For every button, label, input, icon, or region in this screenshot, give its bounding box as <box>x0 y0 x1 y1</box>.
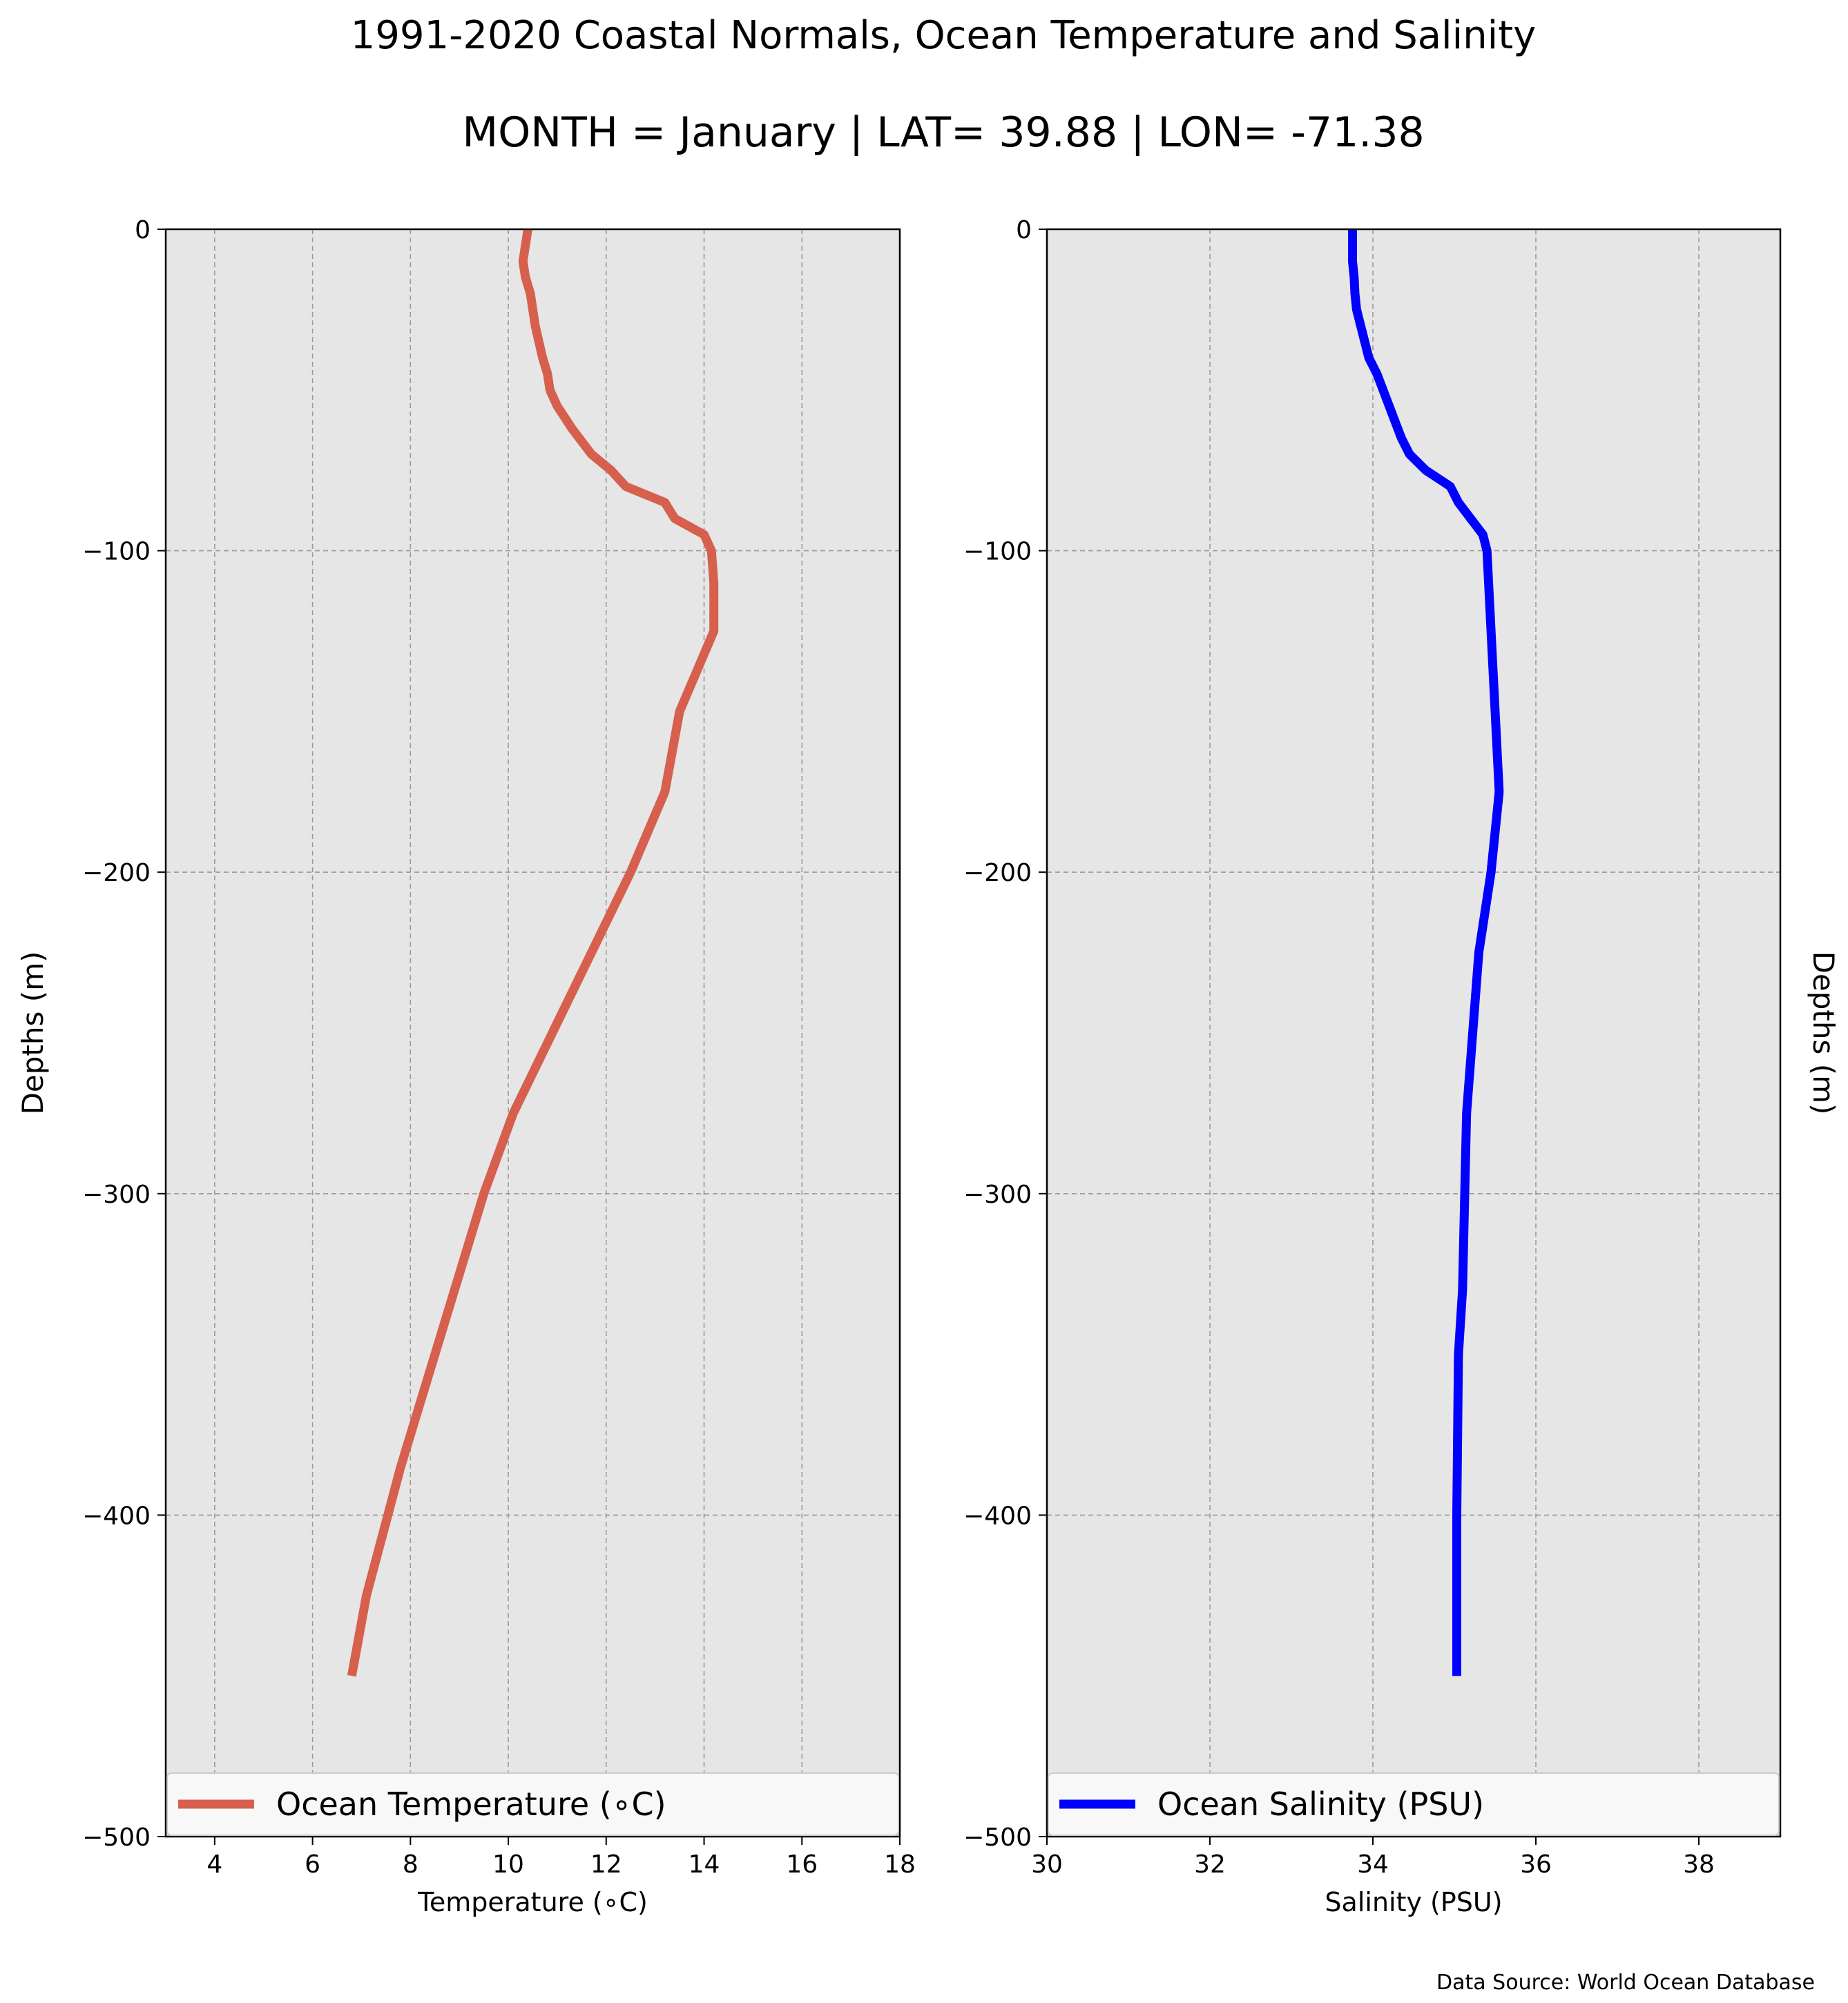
temperature-xtick-label: 18 <box>884 1850 916 1879</box>
temperature-xtick-label: 4 <box>206 1850 222 1879</box>
chart-title: 1991-2020 Coastal Normals, Ocean Tempera… <box>351 13 1537 58</box>
salinity-ytick-label: 0 <box>1016 216 1032 244</box>
temperature-xtick-label: 16 <box>786 1850 818 1879</box>
temperature-ytick-label: −400 <box>82 1502 151 1530</box>
temperature-xlabel: Temperature (∘C) <box>417 1887 648 1917</box>
salinity-xlabel: Salinity (PSU) <box>1325 1887 1502 1917</box>
salinity-panel: 30 32 34 36 38 0 −100 −200 −300 −400 −500 Salinity … <box>963 216 1840 1917</box>
salinity-ytick-label: −300 <box>963 1181 1032 1209</box>
salinity-ytick-label: −500 <box>963 1823 1032 1852</box>
salinity-series-line <box>1348 229 1504 1676</box>
temperature-xtick-label: 6 <box>305 1850 320 1879</box>
temperature-legend-label: Ocean Temperature (∘C) <box>276 1786 666 1823</box>
temperature-panel: 4 6 8 10 12 14 16 18 0 −100 −200 −300 −400 −500 Temper… <box>16 216 916 1917</box>
salinity-plot-area <box>1047 229 1780 1837</box>
temperature-xtick-label: 14 <box>689 1850 720 1879</box>
temperature-ytick-label: −500 <box>82 1823 151 1852</box>
temperature-legend <box>166 1772 899 1836</box>
salinity-legend-label: Ocean Salinity (PSU) <box>1157 1786 1484 1823</box>
salinity-xtick-label: 34 <box>1357 1850 1389 1879</box>
salinity-ytick-label: −100 <box>963 538 1032 566</box>
salinity-xtick-label: 32 <box>1194 1850 1226 1879</box>
salinity-ytick-label: −200 <box>963 859 1032 887</box>
salinity-ytick-label: −400 <box>963 1502 1032 1530</box>
salinity-xtick-label: 38 <box>1683 1850 1715 1879</box>
temperature-ylabel: Depths (m) <box>16 951 50 1115</box>
salinity-axes-frame <box>1046 228 1782 1838</box>
salinity-ylabel: Depths (m) <box>1807 951 1840 1115</box>
temperature-xtick-label: 12 <box>590 1850 622 1879</box>
chart-subtitle: MONTH = January | LAT= 39.88 | LON= -71.… <box>462 108 1424 157</box>
temperature-xtick-label: 8 <box>403 1850 418 1879</box>
temperature-series-line <box>347 229 719 1677</box>
salinity-xtick-label: 36 <box>1520 1850 1552 1879</box>
temperature-ytick-label: −100 <box>82 538 151 566</box>
temperature-ytick-label: −300 <box>82 1181 151 1209</box>
salinity-legend <box>1048 1772 1780 1836</box>
temperature-plot-area <box>166 229 900 1837</box>
temperature-xtick-label: 10 <box>492 1850 524 1879</box>
temperature-ytick-label: 0 <box>135 216 151 244</box>
temperature-ytick-label: −200 <box>82 859 151 887</box>
source-note: Data Source: World Ocean Database <box>1436 1971 1815 1995</box>
salinity-xtick-label: 30 <box>1031 1850 1063 1879</box>
temperature-axes-frame <box>164 228 901 1838</box>
